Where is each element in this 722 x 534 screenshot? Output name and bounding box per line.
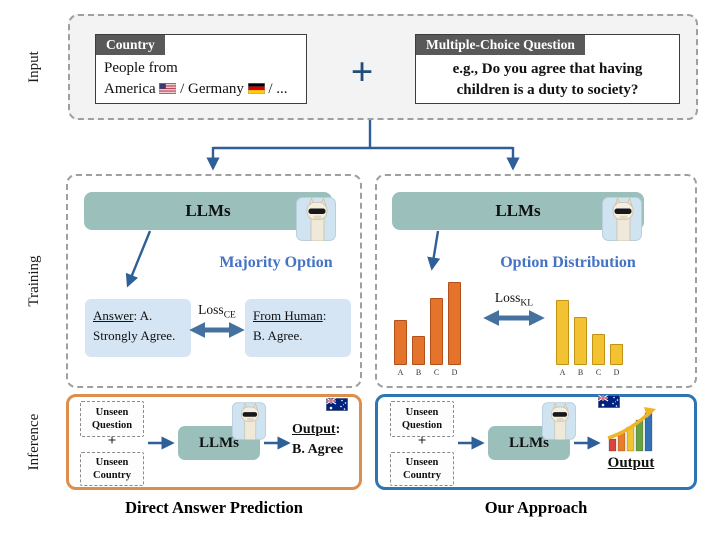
country-america: America [104, 81, 156, 97]
majority-option-title: Majority Option [219, 254, 333, 271]
option-distribution-title: Option Distribution [500, 254, 636, 271]
unseen-question-left: Unseen Question [80, 401, 144, 437]
section-label-input: Input [26, 51, 42, 83]
question-panel: Multiple-Choice Question e.g., Do you ag… [415, 34, 680, 104]
llama-icon [602, 197, 642, 241]
llm-label: LLMs [198, 434, 239, 451]
section-label-inference: Inference [26, 413, 42, 471]
question-header: Multiple-Choice Question [416, 35, 585, 55]
llama-icon [296, 197, 336, 241]
from-human-label: From Human [253, 308, 323, 323]
plus-sign: + [350, 49, 374, 94]
country-header: Country [96, 35, 165, 55]
bar-d: D [610, 344, 623, 378]
country-germany: / Germany [180, 81, 244, 97]
loss-kl-text: Loss [494, 290, 521, 305]
output-left: Output: B. Agree [292, 420, 343, 461]
llm-bar-training-left: LLMs [84, 192, 332, 230]
output-right: Output [602, 455, 660, 472]
bar-a: A [394, 320, 407, 378]
llm-label: LLMs [508, 434, 549, 451]
german-flag-icon [248, 83, 265, 94]
llm-label: LLMs [495, 201, 541, 220]
country-panel: Country People from America / Germany / … [95, 34, 307, 104]
unseen-country-left: Unseen Country [80, 452, 144, 486]
output-right-label: Output [607, 455, 655, 471]
unseen-country-right: Unseen Country [390, 452, 454, 486]
unseen-question-right: Unseen Question [390, 401, 454, 437]
australian-flag-icon [598, 395, 620, 408]
plus-small-right: + [417, 433, 427, 449]
bar-c: C [592, 334, 605, 378]
country-text-line1: People from [104, 60, 178, 76]
output-left-answer: B. Agree [292, 442, 344, 458]
training-left-box [66, 174, 362, 388]
bar-b: B [412, 336, 425, 378]
training-right-box [375, 174, 697, 388]
llama-icon [232, 402, 266, 440]
bar-b: B [574, 317, 587, 378]
answer-line2: Strongly Agree. [93, 327, 176, 343]
loss-kl-label: LossKL [482, 290, 546, 309]
bar-d: D [448, 282, 461, 378]
caption-our-approach: Our Approach [484, 498, 588, 517]
us-flag-icon [159, 83, 176, 94]
bar-c: C [430, 298, 443, 378]
caption-direct-answer: Direct Answer Prediction [125, 498, 303, 517]
output-left-colon: : [335, 422, 341, 437]
question-line2: children is a duty to society? [456, 82, 639, 98]
from-human-box: From Human: B. Agree. [245, 299, 351, 357]
from-human-rest: : [322, 308, 327, 323]
bar-a: A [556, 300, 569, 378]
loss-kl-subscript: KL [520, 298, 534, 309]
loss-ce-subscript: CE [223, 310, 236, 321]
answer-rest: : A. [133, 308, 153, 323]
loss-ce-text: Loss [198, 302, 224, 317]
country-text-line2: America / Germany / ... [104, 79, 298, 100]
australian-flag-icon [326, 398, 348, 411]
plus-small-left: + [107, 433, 117, 449]
from-human-line2: B. Agree. [253, 327, 303, 343]
question-line1: e.g., Do you agree that having [452, 61, 643, 77]
ascending-bar-chart-icon [606, 406, 658, 452]
llm-label: LLMs [185, 201, 231, 220]
answer-box: Answer: A. Strongly Agree. [85, 299, 191, 357]
section-label-training: Training [26, 255, 42, 307]
loss-ce-label: LossCE [189, 302, 245, 321]
output-left-label: Output [292, 422, 336, 437]
llama-icon [542, 402, 576, 440]
answer-label: Answer [93, 308, 134, 323]
country-ellipsis: / ... [268, 81, 288, 97]
